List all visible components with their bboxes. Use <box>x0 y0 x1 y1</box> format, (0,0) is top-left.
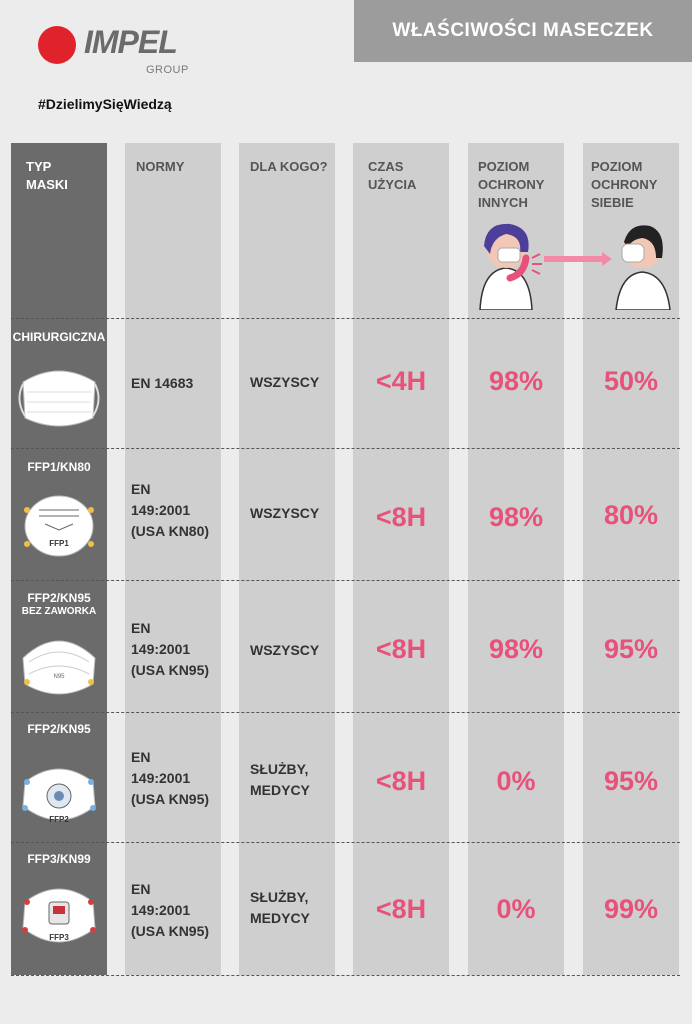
norm-value: EN 149:2001 (USA KN80) <box>131 481 210 539</box>
audience-value: WSZYSCY <box>250 642 320 658</box>
usage-time: <8H <box>375 766 427 796</box>
protection-self: 99% <box>603 894 659 924</box>
protection-self: 80% <box>603 500 659 530</box>
audience-value: WSZYSCY <box>250 374 320 390</box>
norm-value: EN 149:2001 (USA KN95) <box>131 749 210 807</box>
protection-self: 95% <box>603 766 659 796</box>
sneezing-person-icon <box>479 223 533 310</box>
mask-type: FFP3/KN99 <box>27 852 91 866</box>
column-audience <box>239 143 335 975</box>
mask-type: CHIRURGICZNA <box>12 330 106 344</box>
spray-lines-icon <box>531 253 542 275</box>
ffp1-mask-icon: FFP1 <box>24 495 94 557</box>
row-separator <box>11 318 680 319</box>
page-title: WŁAŚCIWOŚCI MASECZEK <box>392 20 654 41</box>
column-type <box>11 143 107 975</box>
audience-value: SŁUŻBY, MEDYCY <box>250 761 310 798</box>
norm-value: EN 149:2001 (USA KN95) <box>131 620 210 678</box>
protection-others: 0% <box>496 766 536 796</box>
norm-value: EN 149:2001 (USA KN95) <box>131 881 210 939</box>
mask-type: FFP2/KN95 BEZ ZAWORKA <box>21 591 97 617</box>
audience-value: SŁUŻBY, MEDYCY <box>250 889 310 926</box>
mask-type: FFP2/KN95 <box>27 722 91 736</box>
n95-mask-icon: N95 <box>22 640 96 695</box>
header-audience: DLA KOGO? <box>250 159 328 174</box>
protection-self: 95% <box>603 634 659 664</box>
protection-others: 0% <box>496 894 536 924</box>
usage-time: <8H <box>375 634 427 664</box>
header-protect-self: POZIOM OCHRONY SIEBIE <box>591 159 658 210</box>
row-separator <box>11 712 680 713</box>
mask-type: FFP1/KN80 <box>27 460 91 474</box>
svg-text:FFP2: FFP2 <box>49 815 69 824</box>
surgical-mask-icon <box>18 370 100 427</box>
header-bar: WŁAŚCIWOŚCI MASECZEK <box>354 0 692 62</box>
impel-logo: IMPEL GROUP <box>38 24 208 78</box>
usage-time: <4H <box>375 366 427 396</box>
svg-text:FFP1: FFP1 <box>49 539 69 548</box>
header-norms: NORMY <box>136 159 185 174</box>
protection-others: 98% <box>488 634 544 664</box>
norm-value: EN 14683 <box>131 375 194 391</box>
svg-text:FFP3: FFP3 <box>49 933 69 942</box>
arrow-icon <box>544 252 612 266</box>
logo-name: IMPEL <box>84 24 178 60</box>
row-separator <box>11 842 680 843</box>
row-separator <box>11 975 680 976</box>
audience-value: WSZYSCY <box>250 505 320 521</box>
logo-subtitle: GROUP <box>146 64 189 76</box>
column-norms <box>125 143 221 975</box>
header-type: TYP MASKI <box>26 159 68 192</box>
row-separator <box>11 580 680 581</box>
svg-text:N95: N95 <box>53 674 65 680</box>
header-protect-others: POZIOM OCHRONY INNYCH <box>478 159 545 210</box>
protected-person-icon <box>615 225 671 310</box>
protection-others: 98% <box>488 366 544 396</box>
protection-others: 98% <box>488 502 544 532</box>
usage-time: <8H <box>375 502 427 532</box>
logo-globe-icon <box>38 26 76 64</box>
row-separator <box>11 448 680 449</box>
protection-self: 50% <box>603 366 659 396</box>
header-time: CZAS UŻYCIA <box>368 159 417 192</box>
transmission-illustration <box>479 223 671 310</box>
column-time <box>353 143 449 975</box>
hashtag: #DzielimySięWiedzą <box>38 96 172 112</box>
usage-time: <8H <box>375 894 427 924</box>
ffp2-valve-mask-icon: FFP2 <box>22 768 96 824</box>
ffp3-valve-mask-icon: FFP3 <box>22 888 96 943</box>
